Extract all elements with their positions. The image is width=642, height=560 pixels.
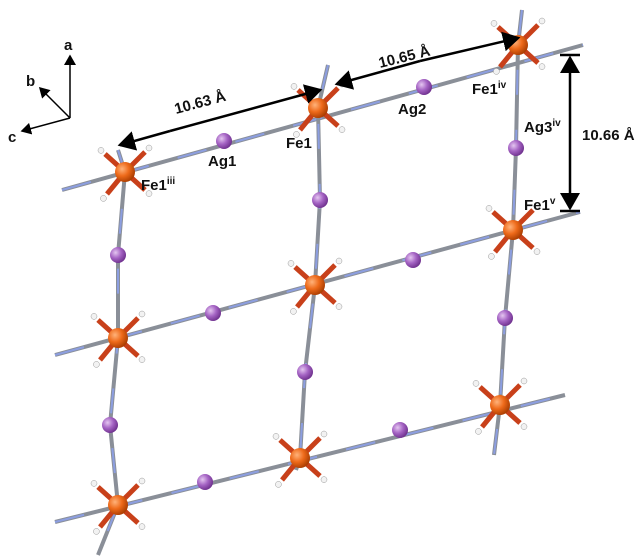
fe-atom [308, 98, 328, 118]
axes-triad [22, 56, 70, 131]
hydrogen [290, 308, 296, 314]
ag-atom [297, 364, 313, 380]
fe-atom [503, 220, 523, 240]
hydrogen [486, 205, 492, 211]
hydrogen [91, 480, 97, 486]
chain-highlight [98, 150, 125, 555]
hydrogen [139, 357, 145, 363]
distance-label: 10.63 Å [173, 88, 228, 118]
figure: a b c 10.63 Å 10.65 Å 10.66 Å Fe1 Fe1iii… [0, 0, 642, 560]
ag-atom [497, 310, 513, 326]
hydrogen [539, 18, 545, 24]
hydrogen [91, 313, 97, 319]
distance-label: 10.66 Å [582, 127, 635, 144]
ag-atom [508, 140, 524, 156]
hydrogen [534, 249, 540, 255]
hydrogen [275, 481, 281, 487]
hydrogen [321, 477, 327, 483]
ag-atom [392, 422, 408, 438]
hydrogen [98, 147, 104, 153]
fe-atom [115, 162, 135, 182]
hydrogen [139, 311, 145, 317]
ag-atom [405, 252, 421, 268]
atom-label: Ag2 [398, 101, 426, 118]
hydrogen [139, 478, 145, 484]
hydrogen [291, 83, 297, 89]
hydrogen [288, 260, 294, 266]
atom-label: Ag3iv [524, 118, 561, 136]
ag-atom [312, 192, 328, 208]
fe-atom [490, 395, 510, 415]
hydrogen [93, 361, 99, 367]
hydrogen [336, 304, 342, 310]
hydrogen [491, 20, 497, 26]
atom-label: Ag1 [208, 153, 236, 170]
hydrogen [100, 195, 106, 201]
hydrogen [521, 424, 527, 430]
hydrogen [473, 380, 479, 386]
ag-atom [110, 247, 126, 263]
ag-atom [216, 133, 232, 149]
hydrogen [339, 127, 345, 133]
ag-atom [205, 305, 221, 321]
chain-highlight [55, 395, 565, 522]
hydrogen [139, 524, 145, 530]
hydrogen [539, 64, 545, 70]
distance-label: 10.65 Å [377, 43, 432, 72]
hydrogen [521, 378, 527, 384]
axis-label: a [64, 37, 73, 54]
hydrogen [475, 428, 481, 434]
hydrogen [336, 258, 342, 264]
atom-label: Fe1iv [472, 80, 507, 98]
hydrogen [93, 528, 99, 534]
axis-label: b [26, 73, 35, 90]
hydrogen [321, 431, 327, 437]
hydrogen [493, 68, 499, 74]
hydrogen [273, 433, 279, 439]
atom-label: Fe1v [524, 196, 556, 214]
fe-atom [290, 448, 310, 468]
ag-atom [102, 417, 118, 433]
fe-atom [305, 275, 325, 295]
ag-atom [416, 79, 432, 95]
axis-label: c [8, 129, 16, 146]
hydrogen [488, 253, 494, 259]
atom-label: Fe1iii [141, 176, 175, 194]
ag-atom [197, 474, 213, 490]
fe-atom [108, 328, 128, 348]
fe-atom [108, 495, 128, 515]
atom-label: Fe1 [286, 135, 312, 152]
hydrogen [146, 145, 152, 151]
